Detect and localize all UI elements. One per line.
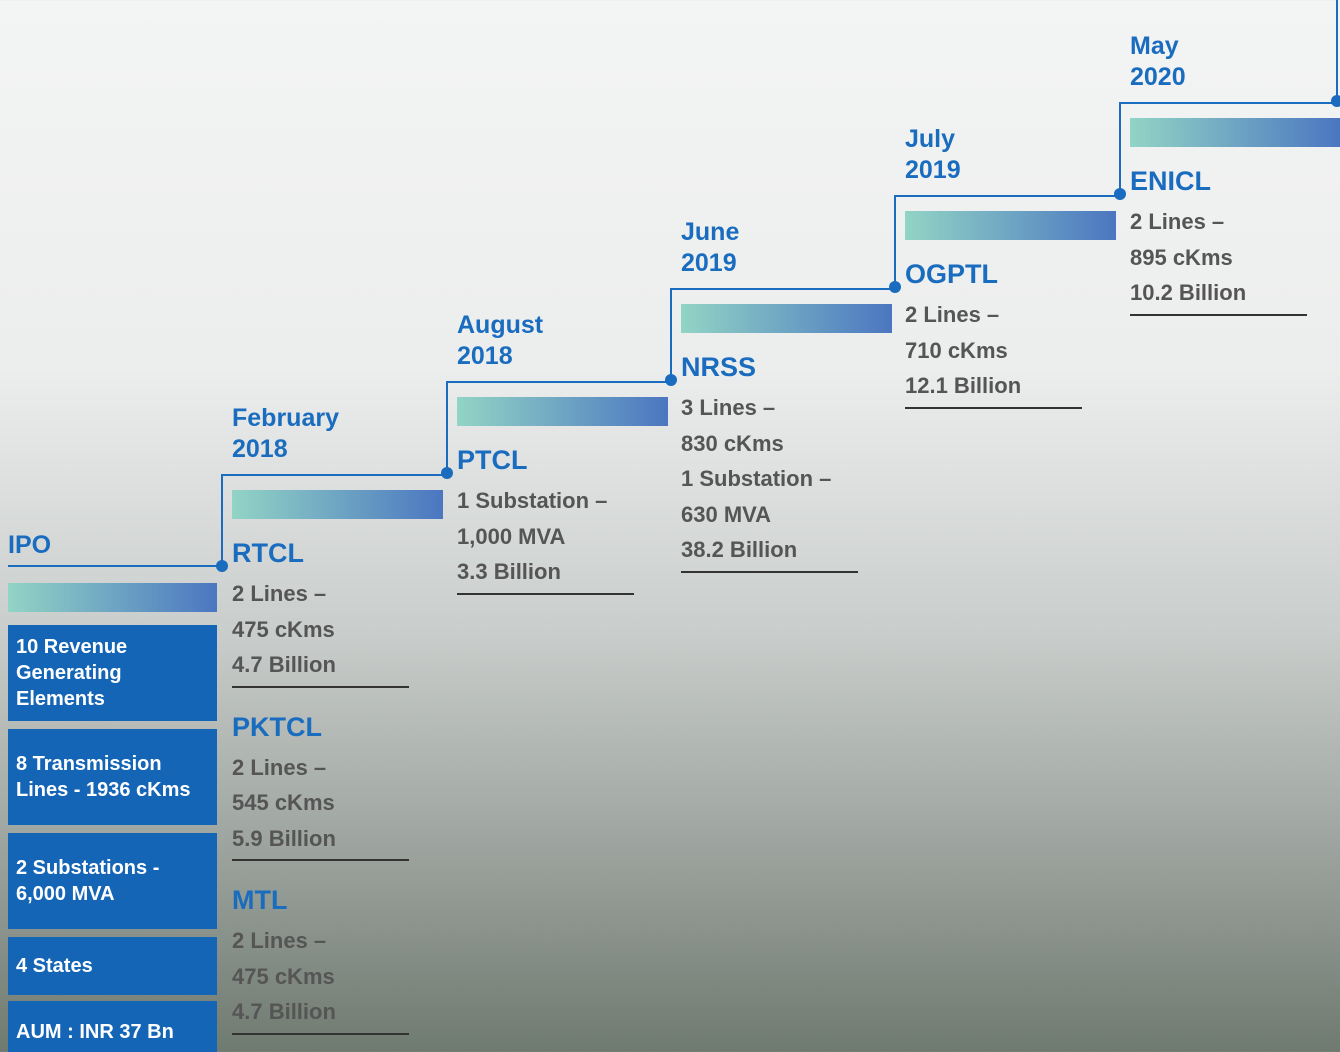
project-detail: 5.9 Billion (232, 825, 336, 851)
project-detail: 630 MVA (681, 501, 772, 527)
underline (232, 685, 409, 688)
ipo-item: AUM : INR 37 Bn (8, 1001, 217, 1052)
ipo-item: 2 Substations - 6,000 MVA (8, 833, 217, 929)
milestone-dot (1114, 188, 1126, 200)
underline (232, 859, 409, 861)
connector (1119, 102, 1338, 104)
milestone-dot (1331, 95, 1340, 107)
underline (681, 570, 858, 573)
milestone-date: 2018 (232, 435, 288, 463)
connector (894, 195, 1121, 197)
ipo-item: 10 Revenue Generating Elements (8, 625, 217, 721)
project-detail: 830 cKms (681, 430, 784, 456)
project-detail: 1,000 MVA (457, 523, 566, 549)
project-detail: 4.7 Billion (232, 999, 336, 1024)
connector (1336, 0, 1338, 102)
project-name: ENICL (1130, 166, 1211, 196)
ipo-item: 4 States (8, 937, 217, 995)
underline (232, 1032, 409, 1035)
underline (457, 592, 634, 595)
underline (1130, 313, 1307, 316)
milestone-bar (1130, 118, 1340, 147)
milestone-bar (457, 397, 668, 426)
connector (446, 381, 672, 383)
milestone-date: 2018 (457, 342, 513, 370)
milestone-date: February (232, 404, 339, 432)
connector (446, 381, 448, 474)
milestone-dot (889, 281, 901, 293)
connector (221, 474, 448, 476)
milestone-date: August (457, 311, 544, 339)
underline (905, 406, 1082, 409)
project-detail: 2 Lines – (232, 754, 327, 780)
project-detail: 475 cKms (232, 963, 335, 989)
milestone-date: 2019 (905, 156, 961, 184)
project-detail: 1 Substation – (457, 488, 608, 513)
milestone-date: May (1130, 32, 1179, 60)
connector (8, 565, 223, 567)
project-detail: 38.2 Billion (681, 537, 798, 562)
ipo-bar (8, 583, 217, 612)
project-detail: 2 Lines – (1130, 209, 1225, 234)
project-detail: 3 Lines – (681, 395, 776, 420)
connector (670, 288, 672, 381)
project-detail: 3.3 Billion (457, 559, 561, 584)
project-name: PTCL (457, 445, 528, 475)
project-detail: 2 Lines – (232, 581, 327, 606)
milestone-bar (905, 211, 1116, 240)
milestone-dot (216, 560, 228, 572)
milestone-bar (681, 304, 892, 333)
connector (894, 195, 896, 288)
milestone-date: July (905, 125, 956, 153)
milestone-date: June (681, 218, 740, 246)
project-detail: 10.2 Billion (1130, 280, 1247, 305)
milestone-bar (232, 490, 443, 519)
project-detail: 545 cKms (232, 790, 335, 815)
milestone-dot (665, 374, 677, 386)
project-detail: 2 Lines – (232, 928, 327, 953)
project-name: MTL (232, 885, 288, 915)
project-name: NRSS (681, 352, 757, 382)
milestone-date: 2020 (1130, 63, 1186, 91)
project-name: OGPTL (905, 259, 998, 289)
ipo-item: 8 Transmission Lines - 1936 cKms (8, 729, 217, 825)
ipo-label: IPO (8, 531, 52, 559)
project-name: RTCL (232, 538, 304, 568)
project-detail: 1 Substation – (681, 466, 832, 491)
project-detail: 710 cKms (905, 337, 1008, 363)
project-detail: 4.7 Billion (232, 652, 336, 677)
milestone-dot (441, 467, 453, 479)
project-detail: 475 cKms (232, 616, 335, 642)
milestone-date: 2019 (681, 249, 737, 277)
project-detail: 2 Lines – (905, 302, 1000, 327)
project-detail: 895 cKms (1130, 244, 1233, 270)
connector (1119, 102, 1121, 195)
connector (670, 288, 896, 290)
connector (221, 474, 223, 567)
project-name: PKTCL (232, 711, 322, 742)
project-detail: 12.1 Billion (905, 373, 1022, 398)
